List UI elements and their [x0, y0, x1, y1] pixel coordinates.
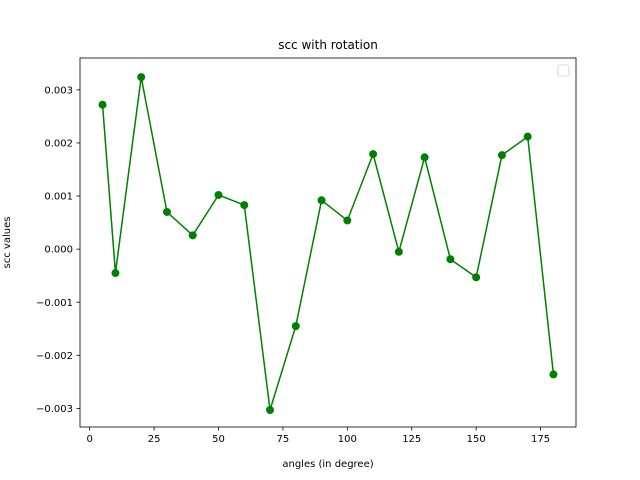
x-tick-label: 75: [277, 434, 290, 445]
data-point: [343, 216, 352, 225]
data-point: [111, 269, 120, 278]
y-tick-label: −0.002: [36, 351, 73, 362]
y-tick-label: −0.003: [36, 404, 73, 415]
data-point: [291, 322, 300, 331]
x-tick-label: 100: [338, 434, 357, 445]
y-axis-label: scc values: [2, 217, 13, 269]
data-point: [240, 201, 249, 210]
data-point: [472, 273, 481, 282]
data-point: [188, 231, 197, 240]
data-point: [420, 153, 429, 162]
data-point: [497, 151, 506, 160]
plot-frame: [79, 57, 577, 428]
x-axis: 0 25 50 75 100 125 150 175: [86, 427, 550, 445]
data-point: [162, 207, 171, 216]
x-tick-label: 25: [148, 434, 161, 445]
y-tick-label: 0.001: [44, 192, 73, 203]
data-point: [523, 132, 532, 141]
data-point: [98, 100, 107, 109]
chart-title: scc with rotation: [278, 38, 378, 52]
y-tick-label: −0.001: [36, 298, 73, 309]
legend-box: [557, 64, 570, 77]
data-point: [549, 370, 558, 379]
x-tick-label: 150: [467, 434, 486, 445]
data-point: [394, 247, 403, 256]
x-tick-label: 125: [402, 434, 421, 445]
data-point: [317, 196, 326, 205]
data-point: [266, 406, 275, 415]
y-tick-label: 0.002: [44, 139, 73, 150]
data-point: [214, 190, 223, 199]
x-tick-label: 0: [86, 434, 92, 445]
data-point: [446, 255, 455, 264]
plot-area: [80, 58, 576, 427]
y-axis: −0.003 −0.002 −0.001 0.000 0.001 0.002 0.003: [36, 85, 80, 415]
series-layer: [98, 73, 558, 415]
y-tick-label: 0.000: [44, 245, 73, 256]
data-point: [137, 73, 146, 82]
x-tick-label: 50: [212, 434, 225, 445]
x-tick-label: 175: [531, 434, 550, 445]
x-axis-label: angles (in degree): [282, 459, 373, 470]
y-tick-label: 0.003: [44, 85, 73, 96]
data-point: [369, 150, 378, 159]
